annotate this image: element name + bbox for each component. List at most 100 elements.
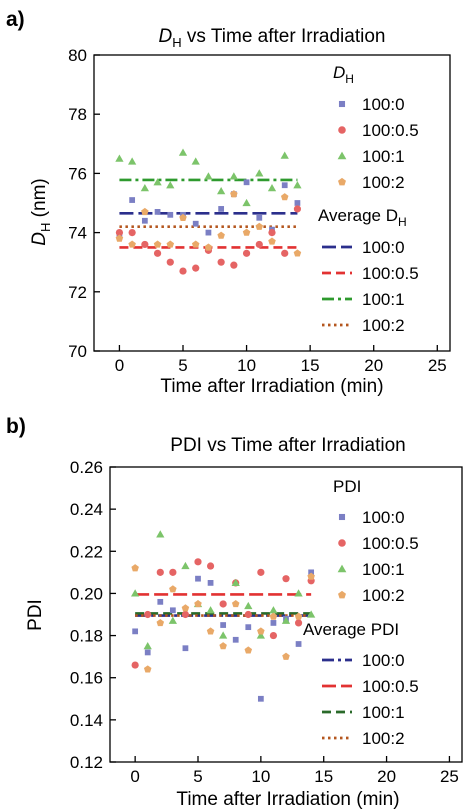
axis-ticks-a: 0 5 10 15 20 25 70 72 74 76 78 80 [68,46,447,375]
data-point-100-0-5 [128,229,136,237]
data-point-100-0-5 [153,249,162,257]
data-point-100-2 [293,249,302,257]
data-point-100-2 [307,572,315,580]
x-tick-label: 20 [364,356,383,375]
x-tick-label: 25 [440,767,459,786]
x-tick-label: 15 [314,767,333,786]
data-point-100-0 [195,575,201,582]
y-axis-label-a: DH (nm) [29,178,53,245]
x-tick-label: 5 [178,356,187,375]
legend-marker-100-2 [338,590,346,599]
data-points-a [115,148,302,275]
data-point-100-2 [269,612,278,620]
data-point-100-2 [268,237,276,245]
data-point-100-0-5 [166,258,174,266]
legend-title-dh: DH [333,63,354,86]
data-point-100-1 [267,184,277,192]
data-point-100-0-5 [269,631,278,640]
legend-marker-100-1 [337,151,347,160]
data-point-100-1 [191,157,200,165]
data-point-100-0 [308,569,315,576]
y-tick-label: 0.22 [70,542,103,561]
data-point-100-1 [217,187,226,195]
data-point-100-2 [282,652,290,660]
y-axis-label-b: PDI [25,599,46,631]
data-point-100-1 [269,606,278,614]
legend-label: 100:0 [362,95,405,114]
data-point-100-1 [156,530,165,538]
data-point-100-0-5 [181,610,190,619]
data-point-100-2 [255,222,264,230]
data-point-100-0 [157,598,164,605]
y-tick-label: 76 [68,164,87,183]
legend-marker-100-0-5 [338,126,346,134]
data-point-100-2 [244,646,253,654]
data-point-100-1 [280,151,289,159]
data-point-100-0-5 [242,249,251,257]
data-point-100-1 [244,601,253,610]
data-point-100-2 [191,240,200,248]
data-point-100-2 [280,193,289,201]
chart-title-b: PDI vs Time after Irradiation [170,435,405,456]
y-tick-label: 0.24 [70,500,103,519]
data-point-100-2 [131,564,139,572]
legend-marker-100-0-5 [338,539,346,547]
data-point-100-0-5 [281,249,289,257]
data-point-100-0-5 [194,558,202,566]
data-point-100-0 [154,209,161,215]
data-point-100-0 [257,695,264,702]
data-point-100-2 [257,627,265,635]
data-point-100-1 [153,178,162,186]
data-point-100-1 [294,589,303,597]
x-tick-label: 0 [130,767,139,786]
legend-title-pdi: PDI [333,477,361,496]
legend-label: 100:1 [362,560,405,579]
x-axis-label-a: Time after Irradiation (min) [160,376,383,397]
data-point-100-1 [256,631,265,639]
data-point-100-1 [131,589,140,597]
data-point-100-1 [255,169,264,177]
legend-label: 100:0 [362,238,405,257]
legend-label: 100:0.5 [362,677,419,696]
data-point-100-0-5 [294,619,303,627]
data-point-100-2 [128,240,136,248]
data-point-100-0-5 [156,568,164,576]
data-point-100-0 [144,649,151,656]
data-point-100-0-5 [144,610,152,619]
x-tick-label: 20 [377,767,396,786]
panel-a: a) DH vs Time after Irradiation DH (nm) … [6,8,451,397]
y-tick-label: 74 [68,224,87,243]
data-point-100-2 [230,190,238,198]
axis-ticks-b: 0 5 10 15 20 25 0.12 0.14 0.16 0.18 0.20 0.22 0.24 0.… [70,458,459,786]
average-lines-b [135,593,312,617]
y-tick-label: 80 [68,46,87,65]
data-point-100-0-5 [230,261,238,269]
data-point-100-1 [293,181,302,189]
data-point-100-1 [178,148,188,156]
data-point-100-0 [167,211,174,218]
data-point-100-2 [143,665,152,673]
x-tick-label: 5 [193,767,202,786]
data-point-100-0-5 [244,610,252,619]
data-point-100-1 [140,184,149,192]
data-point-100-2 [141,207,149,216]
data-point-100-2 [294,612,303,620]
data-point-100-0-5 [219,600,227,608]
data-point-100-1 [168,616,177,624]
panel-b: b) PDI vs Time after Irradiation PDI Tim… [6,415,463,810]
chart-title-a: DH vs Time after Irradiation [159,26,386,50]
data-point-100-0-5 [169,568,177,576]
legend-label: 100:1 [362,290,405,309]
legend-label: 100:2 [362,173,405,192]
data-point-100-1 [281,616,291,624]
plot-frame-a [93,54,451,352]
data-point-100-0 [205,229,212,236]
data-point-100-2 [156,618,165,627]
x-tick-label: 0 [115,356,124,375]
data-point-100-2 [242,228,251,236]
data-point-100-0 [218,206,225,212]
y-tick-label: 0.14 [70,711,103,730]
data-point-100-0-5 [141,240,149,249]
data-point-100-0-5 [206,562,215,570]
